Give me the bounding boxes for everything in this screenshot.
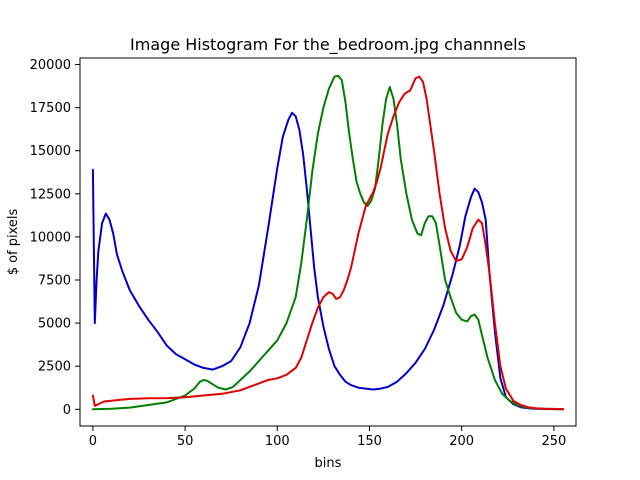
y-axis-title: $ of pixels: [6, 208, 21, 275]
y-tick-label: 17500: [30, 101, 71, 116]
x-axis: 0 50 100 150 200 250: [89, 426, 566, 449]
y-tick-label: 0: [63, 403, 71, 418]
series-line-1: [91, 111, 565, 411]
y-tick-label: 2500: [38, 360, 71, 375]
y-axis: 0 2500 5000 7500 10000 12500 15000 17500 20000: [30, 58, 80, 418]
x-tick-label: 50: [177, 434, 194, 449]
x-tick-label: 250: [541, 434, 566, 449]
y-tick-label: 20000: [30, 58, 71, 73]
y-tick-label: 10000: [30, 230, 71, 245]
plot-area-frame: [79, 57, 577, 427]
series-layer: [91, 74, 565, 411]
y-tick-label: 5000: [38, 317, 71, 332]
x-tick-label: 150: [357, 434, 382, 449]
x-tick-label: 200: [449, 434, 474, 449]
series-line-2: [91, 74, 565, 411]
y-tick-label: 15000: [30, 144, 71, 159]
x-tick-label: 0: [89, 434, 97, 449]
y-tick-label: 7500: [38, 274, 71, 289]
series-line-3: [91, 75, 565, 411]
x-tick-label: 100: [265, 434, 290, 449]
x-axis-title: bins: [315, 456, 342, 471]
y-tick-label: 12500: [30, 187, 71, 202]
chart-title: Image Histogram For the_bedroom.jpg chan…: [130, 35, 526, 55]
